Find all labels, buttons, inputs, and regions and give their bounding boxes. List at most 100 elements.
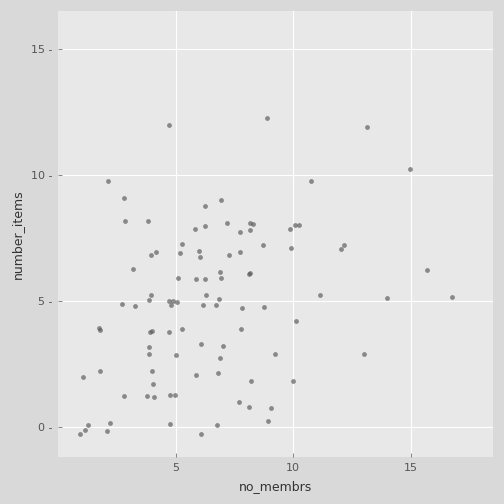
Point bbox=[263, 114, 271, 122]
Point bbox=[212, 301, 220, 309]
Point bbox=[202, 291, 210, 299]
Point bbox=[423, 266, 431, 274]
Point bbox=[102, 427, 110, 435]
Point bbox=[81, 426, 89, 434]
Y-axis label: number_items: number_items bbox=[11, 190, 24, 279]
Point bbox=[131, 302, 139, 310]
Point bbox=[246, 226, 255, 234]
Point bbox=[144, 217, 152, 225]
Point bbox=[152, 247, 160, 256]
Point bbox=[316, 291, 324, 299]
Point bbox=[171, 391, 179, 399]
Point bbox=[235, 398, 243, 406]
Point bbox=[96, 326, 104, 334]
Point bbox=[148, 250, 156, 259]
Point bbox=[96, 366, 104, 374]
Point bbox=[384, 294, 392, 302]
Point bbox=[173, 298, 181, 306]
Point bbox=[167, 301, 175, 309]
Point bbox=[260, 302, 268, 310]
Point bbox=[448, 293, 456, 301]
Point bbox=[245, 403, 254, 411]
Point bbox=[292, 318, 300, 326]
Point bbox=[196, 254, 204, 262]
Point bbox=[166, 391, 174, 399]
Point bbox=[166, 420, 174, 428]
Point bbox=[145, 296, 153, 304]
Point bbox=[174, 274, 182, 282]
Point bbox=[237, 325, 245, 333]
Point bbox=[192, 275, 200, 283]
Point bbox=[294, 221, 302, 229]
Point bbox=[219, 342, 227, 350]
Point bbox=[217, 274, 225, 282]
Point bbox=[165, 297, 173, 305]
Point bbox=[120, 194, 128, 202]
Point bbox=[214, 369, 222, 377]
Point bbox=[199, 301, 207, 309]
Point bbox=[201, 222, 209, 230]
Point bbox=[176, 249, 184, 258]
Point bbox=[201, 202, 209, 210]
Point bbox=[143, 392, 151, 400]
Point bbox=[291, 221, 299, 229]
Point bbox=[79, 372, 87, 381]
Point bbox=[271, 350, 279, 358]
Point bbox=[104, 177, 112, 185]
Point bbox=[236, 228, 244, 236]
Point bbox=[246, 269, 254, 277]
Point bbox=[236, 248, 244, 257]
Point bbox=[148, 367, 156, 375]
Point bbox=[246, 219, 254, 227]
Point bbox=[245, 270, 253, 278]
Point bbox=[260, 241, 268, 249]
Point bbox=[267, 404, 275, 412]
Point bbox=[106, 419, 114, 427]
Point bbox=[118, 300, 126, 308]
Point bbox=[217, 196, 225, 204]
Point bbox=[215, 295, 223, 303]
Point bbox=[84, 421, 92, 429]
Point bbox=[149, 327, 157, 335]
Point bbox=[149, 380, 157, 388]
Point bbox=[178, 325, 186, 333]
Point bbox=[178, 240, 186, 248]
Point bbox=[246, 377, 255, 385]
Point bbox=[359, 350, 367, 358]
Point bbox=[201, 275, 209, 283]
X-axis label: no_membrs: no_membrs bbox=[239, 480, 312, 493]
Point bbox=[191, 225, 199, 233]
Point bbox=[196, 246, 204, 255]
Point bbox=[198, 430, 206, 438]
Point bbox=[225, 250, 233, 259]
Point bbox=[95, 324, 103, 332]
Point bbox=[286, 225, 294, 233]
Point bbox=[216, 268, 224, 276]
Point bbox=[120, 392, 128, 400]
Point bbox=[120, 217, 129, 225]
Point bbox=[76, 430, 84, 438]
Point bbox=[264, 416, 272, 424]
Point bbox=[307, 177, 316, 185]
Point bbox=[213, 420, 221, 428]
Point bbox=[169, 297, 177, 305]
Point bbox=[147, 291, 155, 299]
Point bbox=[197, 340, 205, 348]
Point bbox=[363, 123, 371, 131]
Point bbox=[223, 219, 231, 227]
Point bbox=[165, 328, 173, 336]
Point bbox=[238, 304, 246, 312]
Point bbox=[406, 165, 414, 173]
Point bbox=[249, 220, 257, 228]
Point bbox=[145, 350, 153, 358]
Point bbox=[171, 351, 179, 359]
Point bbox=[165, 120, 173, 129]
Point bbox=[145, 343, 153, 351]
Point bbox=[289, 376, 297, 385]
Point bbox=[337, 244, 345, 253]
Point bbox=[287, 244, 295, 252]
Point bbox=[193, 371, 201, 379]
Point bbox=[216, 354, 224, 362]
Point bbox=[150, 393, 158, 401]
Point bbox=[146, 328, 154, 336]
